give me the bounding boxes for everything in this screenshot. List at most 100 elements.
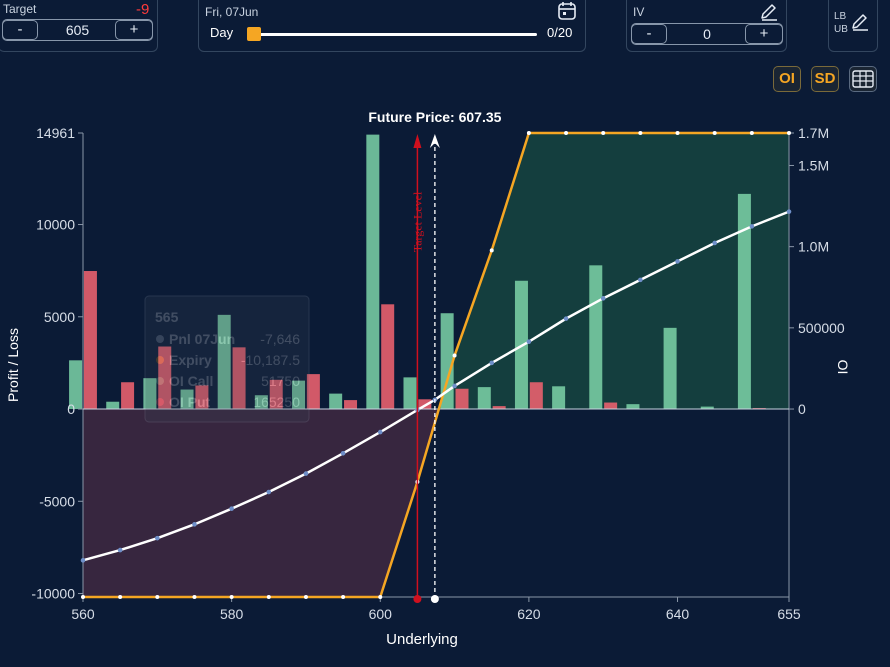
pnl-point	[340, 451, 346, 456]
table-view-button[interactable]	[849, 66, 877, 92]
oi-call-bar	[180, 389, 194, 410]
x-tick-label: 600	[369, 606, 393, 622]
expiry-point	[192, 595, 197, 599]
calendar-icon[interactable]	[556, 0, 578, 22]
iv-value[interactable]: 0	[703, 26, 711, 42]
expiry-point	[303, 595, 308, 599]
y-left-tick-label: 0	[67, 401, 75, 417]
tooltip-value: -10,187.5	[241, 352, 300, 368]
target-level-dot	[413, 595, 422, 603]
x-tick-label: 580	[220, 606, 244, 622]
oi-put-bar	[83, 271, 97, 410]
pnl-point	[526, 339, 532, 344]
future-price-label: Future Price: 607.35	[368, 109, 501, 125]
target-level-label: Target Level	[410, 191, 424, 252]
day-date: Fri, 07Jun	[205, 5, 259, 19]
tooltip-dot	[156, 398, 164, 406]
pnl-point	[155, 535, 160, 541]
target-stepper[interactable]: - 605 +	[2, 19, 153, 41]
pnl-point	[600, 296, 606, 301]
oi-put-bar	[492, 406, 506, 410]
oi-put-bar	[381, 304, 395, 410]
expiry-line	[83, 131, 789, 599]
target-minus-button[interactable]: -	[2, 20, 38, 40]
expiry-point	[675, 131, 680, 135]
pnl-point	[712, 240, 717, 246]
x-tick-label: 560	[71, 606, 95, 622]
sd-toggle-button[interactable]: SD	[811, 66, 839, 92]
oi-call-bar	[403, 377, 417, 410]
day-slider[interactable]	[247, 27, 537, 41]
oi-call-bar	[552, 386, 566, 410]
tooltip-value: 51750	[261, 373, 300, 389]
oi-call-bar	[292, 380, 306, 410]
pnl-point	[638, 277, 643, 283]
oi-toggle-button[interactable]: OI	[773, 66, 801, 92]
x-axis-title: Underlying	[386, 631, 458, 648]
x-tick-label: 620	[517, 606, 541, 622]
oi-call-bar	[254, 395, 268, 410]
oi-put-bar	[232, 347, 246, 410]
y-right-axis-title: OI	[835, 360, 851, 375]
tooltip-box	[144, 295, 310, 423]
expiry-point	[452, 353, 457, 358]
y-right-tick-label: 500000	[798, 320, 845, 336]
expiry-point	[526, 131, 531, 135]
iv-stepper[interactable]: - 0 +	[631, 23, 783, 45]
oi-call-bar	[626, 404, 640, 410]
oi-call-bar	[329, 393, 343, 410]
pnl-point	[80, 558, 86, 563]
oi-call-bar	[477, 387, 491, 410]
x-tick-label: 655	[777, 606, 801, 622]
expiry-point	[266, 595, 271, 599]
tooltip-value: -7,646	[260, 331, 300, 347]
ub-label: UB	[834, 24, 848, 35]
oi-call-bar	[589, 265, 603, 410]
pnl-point	[377, 429, 383, 435]
y-right-tick-label: 0	[798, 401, 806, 417]
oi-put-bar	[344, 400, 358, 410]
oi-put-bar	[306, 374, 320, 410]
oi-call-bar	[143, 378, 157, 410]
iv-plus-button[interactable]: +	[745, 24, 783, 44]
iv-minus-button[interactable]: -	[631, 24, 667, 44]
oi-put-bar	[195, 385, 209, 410]
expiry-point	[749, 131, 754, 135]
y-left-axis-title: Profit / Loss	[5, 328, 21, 402]
tooltip-dot	[156, 356, 164, 364]
y-left-tick-label: 5000	[44, 309, 75, 325]
day-label: Day	[210, 25, 234, 40]
oi-call-bar	[217, 314, 231, 410]
tooltip-dot	[156, 377, 164, 385]
expiry-point	[378, 595, 383, 599]
bounds-panel[interactable]: LB UB	[828, 0, 878, 52]
target-value[interactable]: 605	[65, 22, 90, 38]
expiry-point	[601, 131, 606, 135]
expiry-point	[787, 131, 791, 135]
y-right-tick-label: 1.7M	[798, 125, 829, 141]
target-plus-button[interactable]: +	[115, 20, 153, 40]
y-right-tick-label: 1.0M	[798, 239, 829, 255]
pnl-point	[563, 316, 569, 321]
oi-call-bar	[366, 134, 380, 410]
loss-region	[83, 409, 439, 597]
oi-call-bar	[106, 401, 120, 410]
pnl-point	[749, 224, 755, 229]
target-panel: Target -9 - 605 +	[0, 0, 158, 52]
oi-put-bar	[455, 388, 469, 410]
expiry-point	[229, 595, 234, 599]
edit-icon[interactable]	[759, 2, 779, 22]
bounds-edit-icon[interactable]	[850, 12, 870, 32]
iv-label: IV	[633, 5, 645, 19]
iv-panel: IV - 0 +	[626, 0, 787, 52]
day-slider-handle[interactable]	[247, 27, 261, 41]
oi-put-bar	[121, 382, 135, 410]
expiry-point	[564, 131, 569, 135]
day-panel: Fri, 07Jun Day 0/20	[198, 0, 586, 52]
expiry-point	[118, 595, 123, 599]
table-icon	[852, 70, 874, 88]
target-label: Target	[3, 2, 37, 16]
expiry-point	[81, 595, 85, 599]
oi-call-bar	[737, 193, 751, 410]
